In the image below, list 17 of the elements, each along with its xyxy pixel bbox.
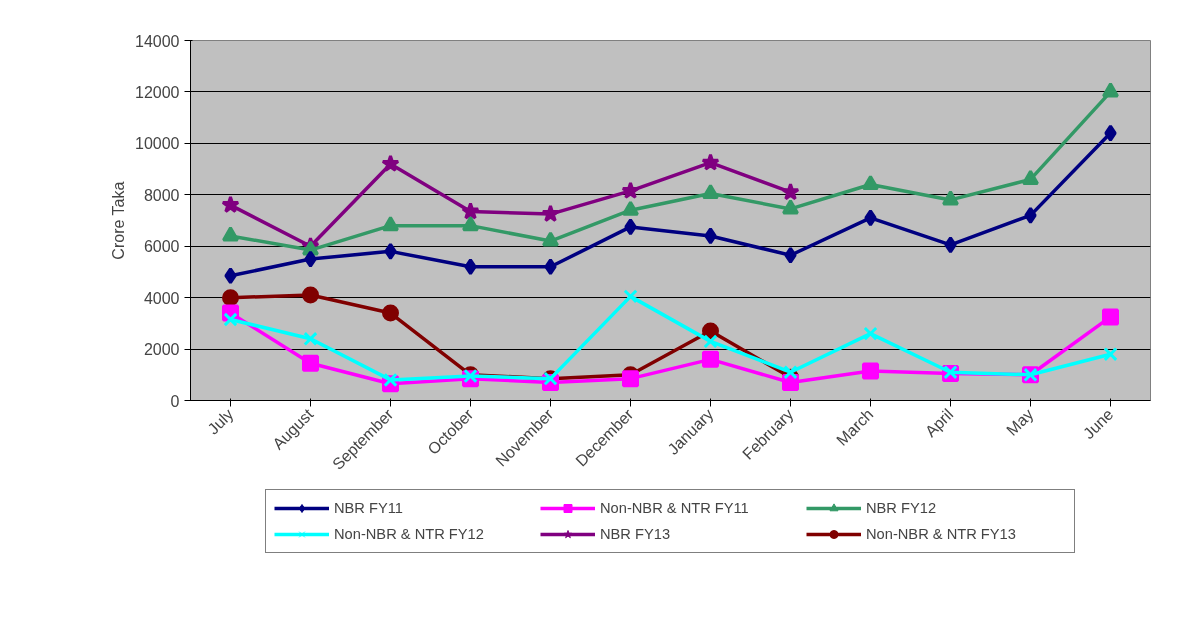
- y-tick-label: 8000: [143, 186, 180, 204]
- x-tick-label: July: [204, 405, 237, 438]
- legend-label: NBR FY11: [334, 500, 404, 516]
- y-axis-title: Crore Taka: [110, 181, 128, 260]
- y-tick-label: 4000: [143, 289, 180, 307]
- y-tick-label: 6000: [143, 238, 180, 256]
- legend-label: NBR FY13: [600, 526, 672, 542]
- legend-label: Non-NBR & NTR FY13: [866, 526, 1017, 542]
- y-tick-label: 0: [170, 392, 180, 410]
- y-tick-label: 2000: [143, 341, 180, 359]
- y-tick-label: 10000: [135, 135, 180, 153]
- y-tick-label: 14000: [135, 32, 180, 50]
- legend-label: Non-NBR & NTR FY11: [600, 500, 750, 516]
- x-tick-label: May: [1003, 405, 1037, 439]
- legend-label: NBR FY12: [866, 500, 938, 516]
- legend-label: Non-NBR & NTR FY12: [334, 526, 485, 542]
- y-tick-label: 12000: [135, 83, 180, 101]
